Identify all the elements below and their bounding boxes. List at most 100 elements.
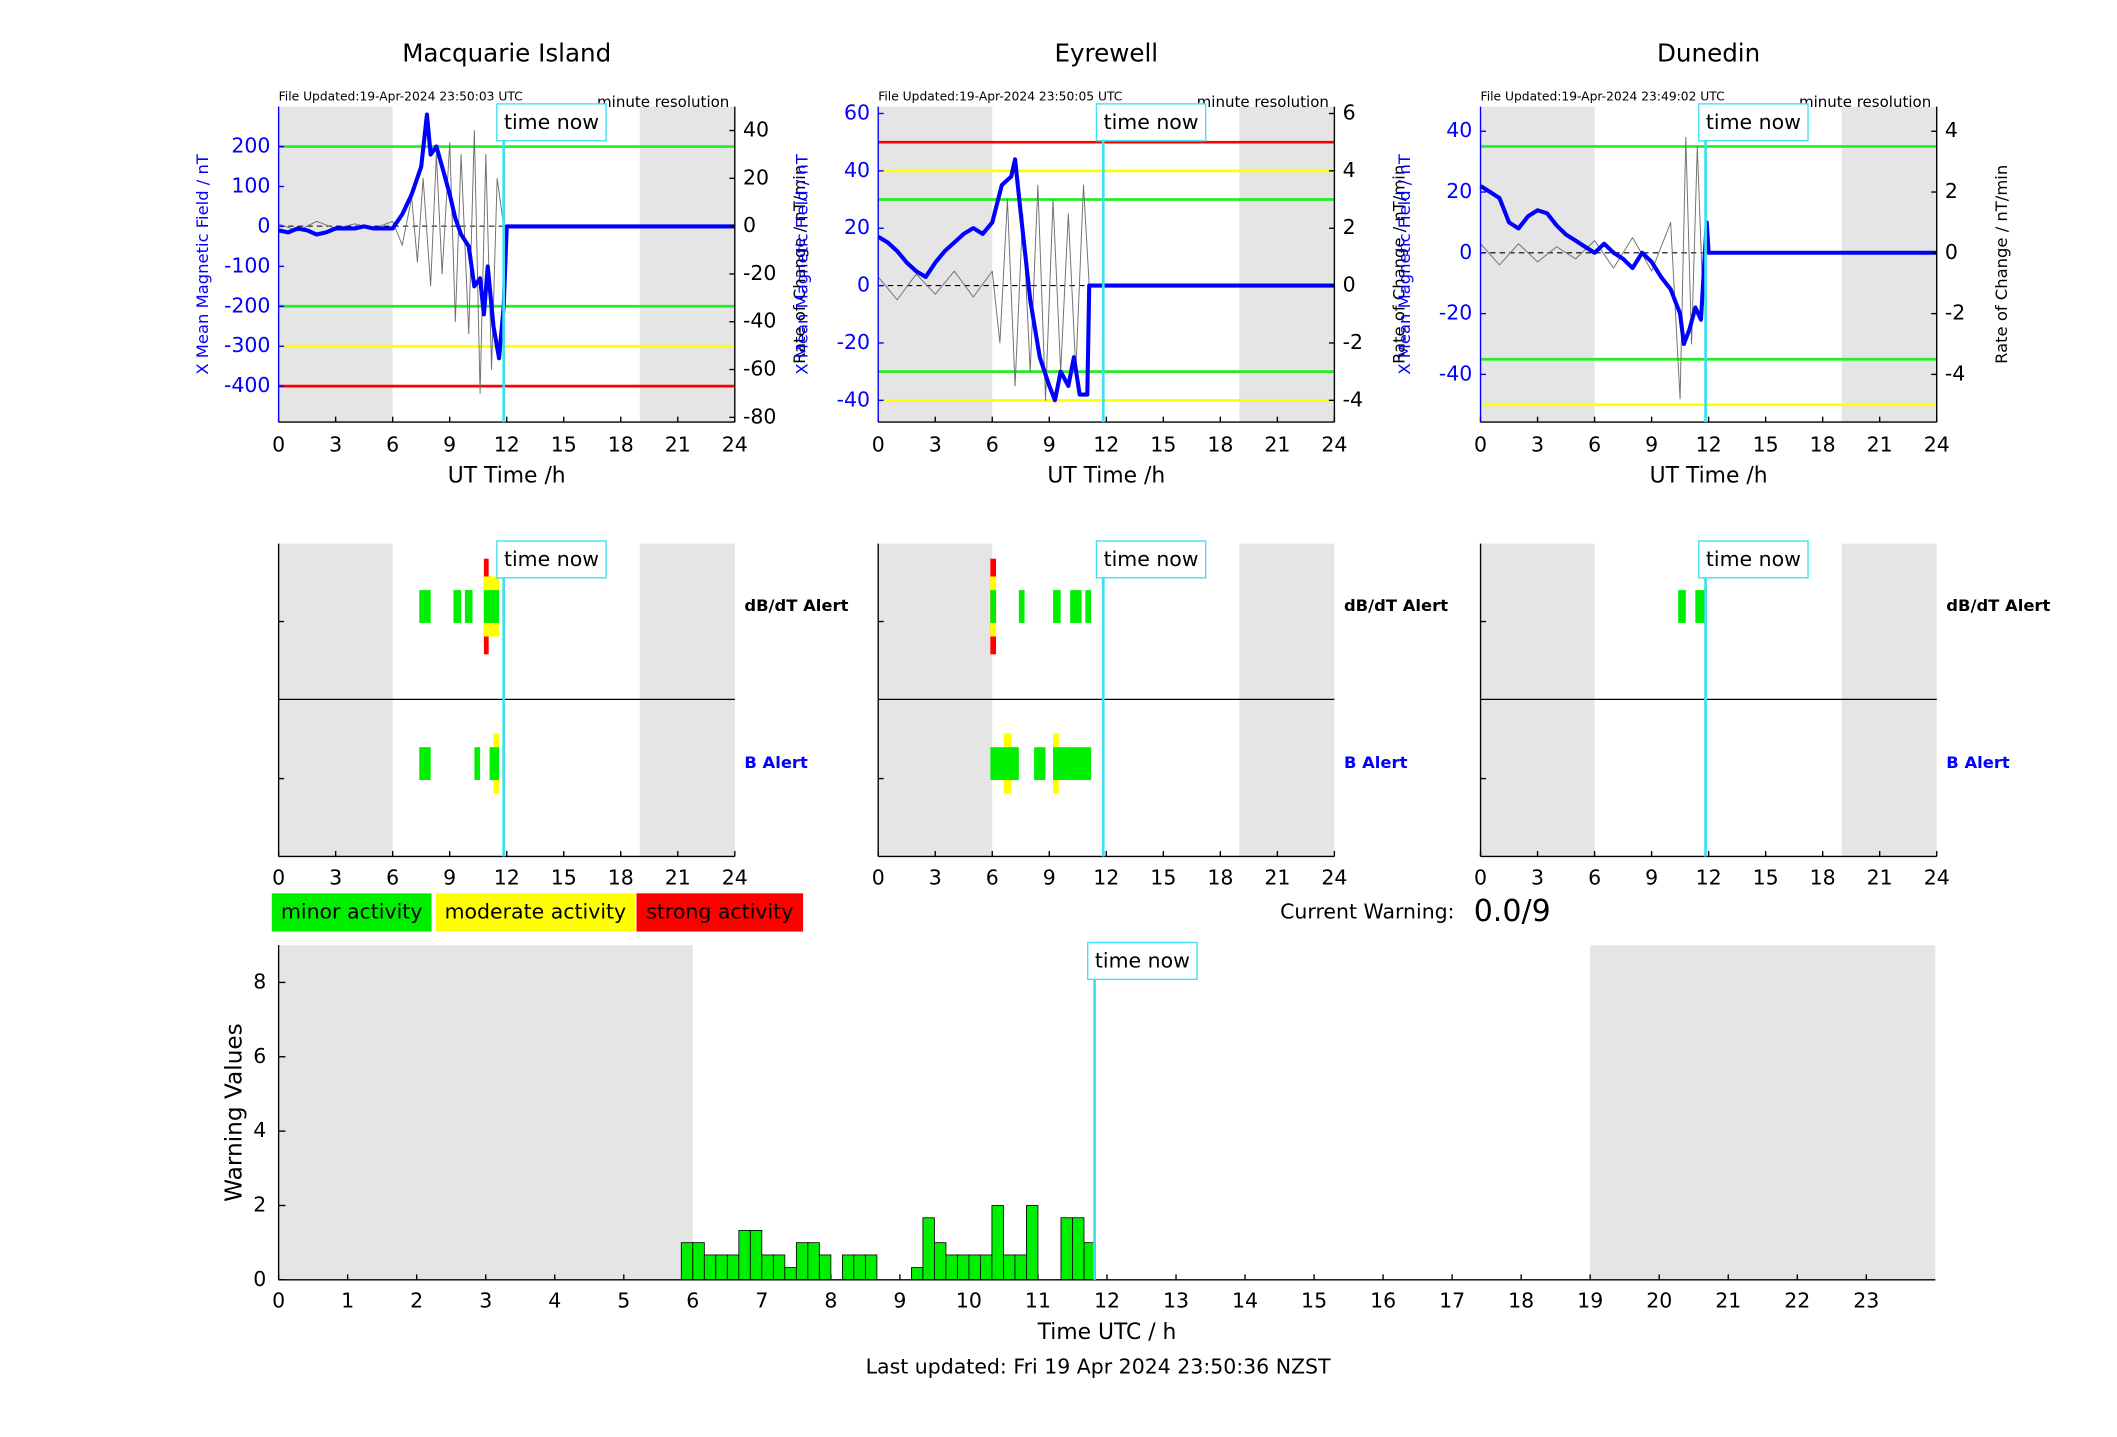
y2-tick-label: -4 <box>1945 361 1965 385</box>
rate-line <box>278 130 505 394</box>
file-updated: File Updated:19-Apr-2024 23:49:02 UTC <box>1481 90 1725 104</box>
warning-bar <box>945 1254 958 1281</box>
warning-bar <box>991 1205 1004 1281</box>
x-tick-label: 7 <box>755 1289 768 1313</box>
x-tick-label: 24 <box>1321 432 1347 456</box>
resolution: minute resolution <box>1197 93 1329 111</box>
x-tick-label: 0 <box>272 432 285 456</box>
warning-bar <box>761 1254 774 1281</box>
warning-bar <box>784 1267 797 1281</box>
warning-bar <box>795 1242 809 1281</box>
y-tick-label: -20 <box>1439 301 1472 325</box>
y2-tick-label: -20 <box>743 261 776 285</box>
x-tick-label: 18 <box>608 432 634 456</box>
warning-bar <box>680 1242 694 1281</box>
x-tick-label: 14 <box>1232 1289 1258 1313</box>
time-now-box <box>1698 103 1809 142</box>
current-warning-value: 0.0/9 <box>1474 894 1551 929</box>
legend-label: minor activity <box>281 899 423 923</box>
y-tick-label: 20 <box>1446 179 1472 203</box>
x-tick-label: 24 <box>1924 432 1950 456</box>
time-now-label: time now <box>504 547 599 571</box>
alert-segment <box>474 747 481 780</box>
y-axis-label: Warning Values <box>220 1023 247 1202</box>
y2-tick-label: 6 <box>1343 101 1356 125</box>
x-tick-label: 12 <box>494 865 520 889</box>
row-label: B Alert <box>1344 753 1408 772</box>
alert-segment <box>1034 747 1046 780</box>
x-tick-label: 24 <box>722 865 748 889</box>
x-tick-label: 8 <box>824 1289 837 1313</box>
y2-tick-label: -2 <box>1343 330 1363 354</box>
x-tick-label: 0 <box>272 865 285 889</box>
y2-tick-label: 0 <box>743 213 756 237</box>
x-tick-label: 9 <box>893 1289 906 1313</box>
x-tick-label: 2 <box>410 1289 423 1313</box>
warning-bar <box>749 1229 763 1281</box>
x-tick-label: 15 <box>551 865 577 889</box>
chart-title: Eyrewell <box>1054 39 1158 68</box>
chart-title: Macquarie Island <box>402 39 611 68</box>
file-updated: File Updated:19-Apr-2024 23:50:05 UTC <box>878 90 1122 104</box>
alert-segment <box>1678 590 1686 623</box>
alert-segment <box>464 590 473 623</box>
warning-bar <box>1014 1254 1027 1281</box>
warning-bar <box>1072 1217 1085 1281</box>
x-tick-label: 0 <box>272 1289 285 1313</box>
alert-segment <box>489 747 500 780</box>
y-axis-label: X Mean Magnetic Field / nT <box>1395 153 1414 375</box>
x-tick-label: 18 <box>608 865 634 889</box>
warning-bar <box>841 1254 855 1281</box>
x-tick-label: 12 <box>494 432 520 456</box>
x-tick-label: 10 <box>956 1289 982 1313</box>
x-tick-label: 24 <box>1924 865 1950 889</box>
x-axis-label: UT Time /h <box>448 464 566 489</box>
row-label: B Alert <box>1946 753 2010 772</box>
x-tick-label: 3 <box>1531 865 1544 889</box>
x-tick-label: 3 <box>929 432 942 456</box>
x-tick-label: 6 <box>686 1289 699 1313</box>
warning-bar <box>692 1242 705 1281</box>
x-tick-label: 11 <box>1025 1289 1051 1313</box>
x-tick-label: 0 <box>1474 432 1487 456</box>
night-shade <box>1590 945 1936 1280</box>
time-now-label: time now <box>504 110 599 134</box>
warning-bar <box>807 1242 820 1281</box>
night-shade <box>278 945 693 1280</box>
alert-segment <box>990 590 997 623</box>
y-tick-label: -20 <box>837 330 870 354</box>
y-tick-label: -200 <box>224 293 270 317</box>
x-tick-label: 15 <box>1150 865 1176 889</box>
x-tick-label: 9 <box>1645 432 1658 456</box>
alert-segment <box>1085 590 1092 623</box>
last-updated: Last updated: Fri 19 Apr 2024 23:50:36 N… <box>866 1354 1331 1378</box>
x-tick-label: 16 <box>1370 1289 1396 1313</box>
field-line <box>278 112 735 361</box>
legend-box <box>435 893 636 932</box>
x-tick-label: 12 <box>1094 1289 1120 1313</box>
x-tick-label: 18 <box>1810 865 1836 889</box>
y2-tick-label: 2 <box>1343 215 1356 239</box>
x-tick-label: 18 <box>1207 865 1233 889</box>
x-axis-label: Time UTC / h <box>1037 1320 1177 1345</box>
y2-tick-label: 20 <box>743 165 769 189</box>
x-tick-label: 3 <box>479 1289 492 1313</box>
alert-segment <box>1070 590 1082 623</box>
x-tick-label: 15 <box>1301 1289 1327 1313</box>
x-tick-label: 15 <box>1150 432 1176 456</box>
x-tick-label: 22 <box>1784 1289 1810 1313</box>
night-shade <box>1480 106 1595 423</box>
x-tick-label: 21 <box>1867 865 1893 889</box>
file-updated: File Updated:19-Apr-2024 23:50:03 UTC <box>279 90 523 104</box>
y-tick-label: 0 <box>1459 240 1472 264</box>
night-shade <box>1841 106 1937 423</box>
rate-line <box>877 184 1090 401</box>
y-tick-label: 2 <box>253 1192 266 1216</box>
warning-bar <box>922 1217 935 1281</box>
y-tick-label: 40 <box>844 158 870 182</box>
y-tick-label: 0 <box>257 213 270 237</box>
x-tick-label: 18 <box>1508 1289 1534 1313</box>
y2-tick-label: 0 <box>1945 240 1958 264</box>
night-shade <box>639 106 735 423</box>
